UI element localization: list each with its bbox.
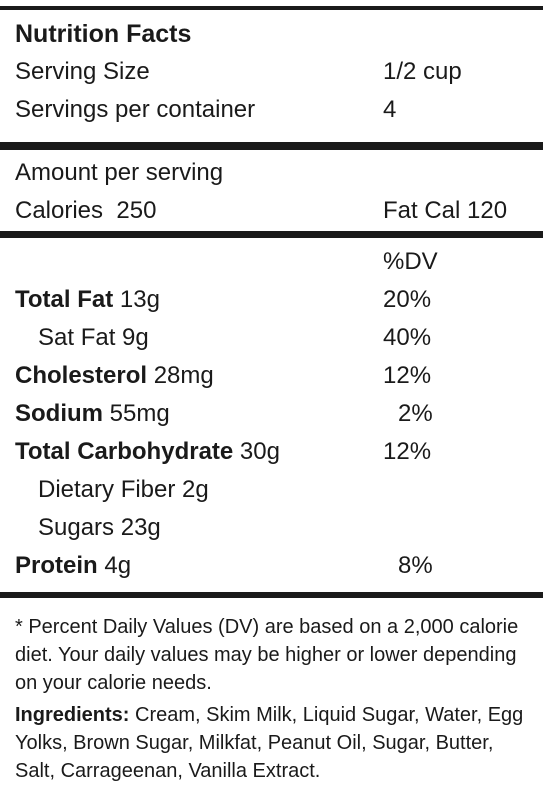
- servings-per-container-row: Servings per container 4: [15, 96, 535, 124]
- nutrient-amount: 30g: [239, 438, 280, 465]
- nutrient-row-total-carbohydrate: Total Carbohydrate 30g 12%: [15, 438, 535, 466]
- nutrient-name: Cholesterol: [15, 362, 148, 389]
- nutrient-amount: 28mg: [153, 362, 214, 389]
- nutrient-amount: 4g: [104, 552, 132, 579]
- nutrient-name: Sodium: [15, 400, 103, 427]
- nutrient-name: Sugars: [38, 514, 115, 541]
- nutrient-dv: 2%: [398, 400, 433, 427]
- nutrient-row-cholesterol: Cholesterol 28mg 12%: [15, 362, 535, 390]
- amount-per-serving-row: Amount per serving: [15, 159, 535, 187]
- nutrient-name: Total Fat: [15, 286, 114, 313]
- nutrient-amount: 23g: [120, 514, 161, 541]
- nutrient-row-dietary-fiber: Dietary Fiber 2g: [15, 476, 535, 504]
- daily-value-footnote: * Percent Daily Values (DV) are based on…: [15, 616, 519, 694]
- thick-rule-2: [0, 231, 543, 238]
- nutrient-amount: 9g: [122, 324, 149, 351]
- nutrient-name: Sat Fat: [38, 324, 116, 351]
- calories-value: 250: [116, 197, 157, 224]
- servings-per-container-value: 4: [383, 96, 397, 123]
- nutrient-dv: 20%: [383, 286, 432, 313]
- nutrient-dv: 8%: [398, 552, 433, 579]
- nutrient-row-sugars: Sugars 23g: [15, 514, 535, 542]
- nutrient-row-sat-fat: Sat Fat 9g 40%: [15, 324, 535, 352]
- nutrient-name: Dietary Fiber: [38, 476, 176, 503]
- nutrient-row-total-fat: Total Fat 13g 20%: [15, 286, 535, 314]
- nutrient-amount: 55mg: [109, 400, 170, 427]
- calories-row: Calories 250 Fat Cal 120: [15, 197, 535, 225]
- amount-per-serving-label: Amount per serving: [15, 159, 224, 186]
- nutrient-amount: 2g: [182, 476, 209, 503]
- nutrient-row-protein: Protein 4g 8%: [15, 552, 535, 580]
- fat-calories: Fat Cal 120: [383, 197, 508, 224]
- nutrient-dv: 40%: [383, 324, 432, 351]
- label-title: Nutrition Facts: [15, 20, 192, 48]
- serving-size-row: Serving Size 1/2 cup: [15, 58, 535, 86]
- serving-size-label: Serving Size: [15, 58, 150, 85]
- ingredients-label: Ingredients:: [15, 704, 130, 726]
- nutrient-dv: 12%: [383, 438, 432, 465]
- thick-rule-3: [0, 592, 543, 598]
- dv-header: %DV: [383, 248, 438, 275]
- nutrient-amount: 13g: [119, 286, 160, 313]
- calories-label: Calories: [15, 197, 104, 224]
- nutrient-dv: 12%: [383, 362, 432, 389]
- nutrient-name: Protein: [15, 552, 98, 579]
- ingredients-text: Cream, Skim Milk, Liquid Sugar, Water, E…: [15, 704, 524, 782]
- ingredients-block: Ingredients: Cream, Skim Milk, Liquid Su…: [15, 701, 535, 785]
- thick-rule-1: [0, 142, 543, 150]
- top-rule: [0, 6, 543, 10]
- nutrient-row-sodium: Sodium 55mg 2%: [15, 400, 535, 428]
- serving-size-value: 1/2 cup: [383, 58, 462, 85]
- nutrient-name: Total Carbohydrate: [15, 438, 234, 465]
- servings-per-container-label: Servings per container: [15, 96, 256, 123]
